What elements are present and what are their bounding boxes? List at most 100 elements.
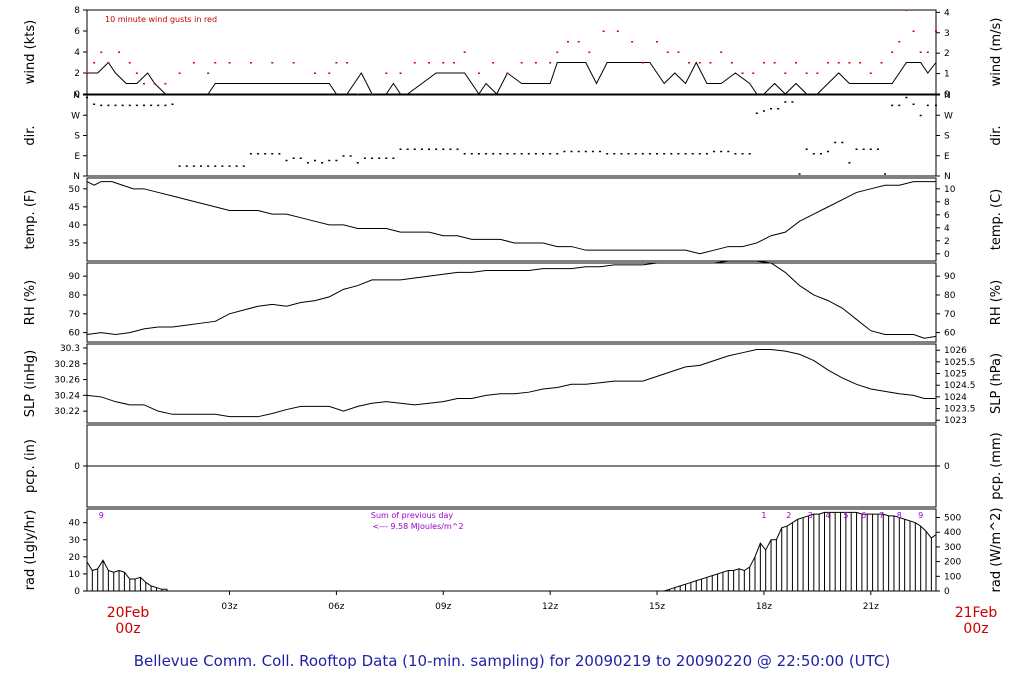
wind-ytick-label-left: 6 <box>74 27 80 37</box>
wind-point <box>588 51 591 53</box>
precip-ylabel-left: pcp. (in) <box>23 439 38 493</box>
direction-point <box>912 103 915 105</box>
wind-ytick-label-left: 0 <box>74 90 80 100</box>
direction-point <box>691 153 694 155</box>
wind-ytick-label-right: 4 <box>944 8 950 18</box>
humidity-ytick-label-right: 60 <box>944 329 956 339</box>
wind-point <box>534 62 537 64</box>
direction-ytick-label-right: S <box>944 132 950 142</box>
wind-ytick-label-left: 4 <box>74 48 80 58</box>
direction-point <box>705 153 708 155</box>
wind-ytick-label-left: 8 <box>74 6 80 16</box>
humidity-ytick-label-right: 70 <box>944 310 956 320</box>
x-tick-label: 15z <box>649 602 665 612</box>
direction-ytick-label-right: W <box>944 111 953 121</box>
direction-point <box>791 101 794 103</box>
direction-point <box>121 104 124 107</box>
radiation-hour-label: 1 <box>761 511 766 520</box>
humidity-ytick-label-right: 80 <box>944 291 956 301</box>
wind-point <box>328 72 331 74</box>
wind-point <box>118 51 121 53</box>
wind-point <box>698 62 701 64</box>
direction-point <box>549 153 552 155</box>
wind-gust-annotation: 10 minute wind gusts in red <box>105 15 217 24</box>
direction-point <box>884 173 887 175</box>
wind-point <box>631 41 634 43</box>
direction-ytick-label-right: N <box>944 91 951 101</box>
x-tick-label: 06z <box>328 602 344 612</box>
wind-point <box>905 9 908 11</box>
temperature-ytick-label-left: 40 <box>69 221 81 231</box>
humidity-ytick-label-left: 80 <box>69 291 81 301</box>
direction-point <box>898 104 901 107</box>
direction-point <box>485 153 488 155</box>
wind-point <box>520 62 523 64</box>
wind-point <box>677 51 680 53</box>
direction-ytick-label-right: N <box>944 172 951 182</box>
direction-point <box>499 153 502 155</box>
direction-point <box>862 148 865 150</box>
wind-point <box>86 72 88 74</box>
humidity-ylabel-left: RH (%) <box>23 280 38 325</box>
wind-point <box>346 62 349 64</box>
x-tick-label: 21z <box>863 602 879 612</box>
pressure-ytick-label-left: 30.22 <box>54 407 80 417</box>
wind-point <box>314 72 317 74</box>
direction-point <box>299 157 302 159</box>
x-axis-group: 03z 06z 09z 12z 15z 18z 21z <box>221 591 879 612</box>
direction-point <box>542 153 545 155</box>
direction-point <box>506 153 509 155</box>
wind-point <box>805 72 808 74</box>
wind-point <box>413 62 416 64</box>
direction-point <box>827 150 830 153</box>
radiation-ytick-label-right: 0 <box>944 587 950 597</box>
direction-point <box>513 153 516 155</box>
wind-point <box>730 62 733 64</box>
direction-point <box>599 150 602 153</box>
radiation-hour-label: 5 <box>843 511 848 520</box>
precip-ytick-label-left: 0 <box>74 462 80 472</box>
radiation-hour-label: 4 <box>826 511 831 520</box>
radiation-ytick-label-left: 30 <box>69 536 81 546</box>
direction-point <box>613 153 616 155</box>
direction-point <box>805 148 808 150</box>
pressure-ylabel-left: SLP (inHg) <box>23 350 38 418</box>
wind-series-line <box>87 61 937 95</box>
direction-point <box>449 148 452 150</box>
wind-point <box>837 62 840 64</box>
wind-point <box>100 51 103 53</box>
direction-point <box>185 165 188 167</box>
direction-point <box>819 153 822 155</box>
direction-point <box>356 162 359 164</box>
direction-point <box>264 153 267 155</box>
wind-point <box>741 72 744 74</box>
pressure-series-line <box>86 349 936 418</box>
radiation-envelope-evening <box>86 559 168 590</box>
wind-point <box>385 72 388 74</box>
humidity-ytick-label-left: 60 <box>69 329 81 339</box>
pressure-ytick-label-right: 1025 <box>944 370 967 380</box>
radiation-sum-annotation-line1: Sum of previous day <box>371 511 453 520</box>
direction-point <box>363 157 366 159</box>
direction-frame <box>86 94 937 177</box>
start-time-label: 00z <box>115 621 140 637</box>
direction-point <box>385 157 388 159</box>
radiation-ytick-label-left: 10 <box>69 570 81 580</box>
radiation-ytick-label-right: 300 <box>944 543 961 553</box>
direction-point <box>93 103 96 105</box>
panel-humidity: 60 70 80 90 60 70 80 90 RH (%) RH (%) <box>23 260 1004 343</box>
wind-point <box>107 62 110 64</box>
panel-precip: 0 0 pcp. (in) pcp. (mm) <box>23 424 1004 508</box>
wind-point <box>762 62 765 64</box>
direction-point <box>520 153 523 155</box>
direction-point <box>285 159 288 162</box>
direction-point <box>406 148 409 150</box>
direction-point <box>86 96 88 99</box>
direction-point <box>834 141 837 144</box>
wind-point <box>709 62 712 64</box>
wind-point <box>720 51 723 53</box>
direction-point <box>577 150 580 153</box>
direction-point <box>428 148 431 150</box>
wind-point <box>898 41 901 43</box>
start-date-label: 20Feb <box>107 605 150 621</box>
